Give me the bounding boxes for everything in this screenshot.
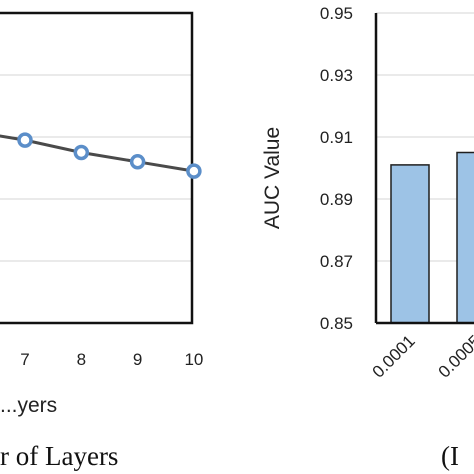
left-x-tick-label: 7 xyxy=(20,350,29,369)
right-bar xyxy=(390,164,430,324)
left-series-points xyxy=(17,132,202,179)
left-x-tick-labels: 7 8 9 10 xyxy=(20,350,203,369)
left-x-tick-label: 10 xyxy=(184,350,203,369)
right-x-tick-labels: 0.0001 0.0005 xyxy=(369,331,474,381)
left-x-tick-label: 9 xyxy=(133,350,142,369)
right-y-tick-labels: 0.85 0.87 0.89 0.91 0.93 0.95 xyxy=(320,4,353,333)
right-y-tick-label: 0.89 xyxy=(320,190,353,209)
left-x-axis-title: ...yers xyxy=(0,394,57,417)
left-data-point xyxy=(186,163,202,179)
right-x-tick-label: 0.0005 xyxy=(435,331,474,381)
left-data-point xyxy=(73,144,90,161)
right-y-tick-label: 0.85 xyxy=(320,314,353,333)
right-y-axis-title: AUC Value xyxy=(261,127,284,229)
left-x-tick-label: 8 xyxy=(77,350,86,369)
right-bar xyxy=(456,151,474,324)
left-panel-caption: r of Layers xyxy=(0,441,118,471)
left-plot-frame xyxy=(0,11,194,325)
right-x-tick-label: 0.0001 xyxy=(369,331,419,381)
right-y-tick-label: 0.95 xyxy=(320,4,353,23)
left-data-point xyxy=(129,154,146,170)
right-y-tick-label: 0.91 xyxy=(320,128,353,147)
left-gridlines xyxy=(0,74,192,262)
right-y-tick-label: 0.87 xyxy=(320,252,353,271)
right-bars xyxy=(390,151,474,324)
left-data-point xyxy=(17,132,33,148)
right-chart-panel: 0.85 0.87 0.89 0.91 0.93 0.95 0.0001 0.0005 AU… xyxy=(261,4,474,471)
right-panel-caption: (I xyxy=(441,441,459,471)
left-chart-panel: 7 8 9 10 ...yers r of Layers xyxy=(0,11,203,471)
right-y-tick-label: 0.93 xyxy=(320,66,353,85)
